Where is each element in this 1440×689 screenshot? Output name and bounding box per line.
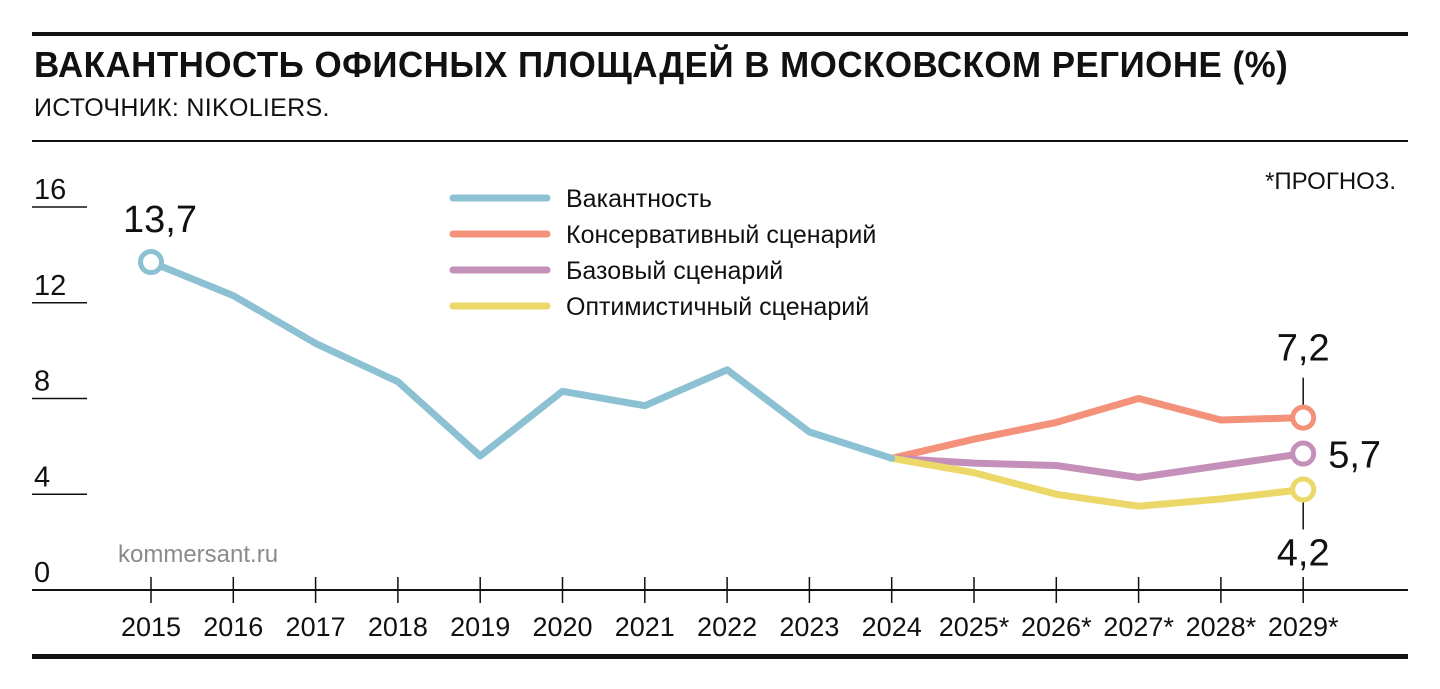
y-tick-label: 16	[34, 174, 66, 206]
data-label: 7,2	[1277, 328, 1330, 370]
top-rule	[32, 32, 1408, 36]
series-line-vacancy	[147, 258, 896, 462]
annotation-marker	[1290, 476, 1317, 503]
header-divider	[32, 140, 1408, 142]
x-tick-label: 2028*	[1186, 612, 1257, 642]
x-axis: 2015 2016 2017 2018 2019 2020 2021 2022 2023 2024…	[32, 577, 1408, 642]
x-tick-label: 2015	[121, 612, 181, 642]
series-line-conservative	[888, 395, 1307, 462]
x-tick-label: 2017	[286, 612, 346, 642]
legend-label-optimistic: Оптимистичный сценарий	[566, 293, 869, 321]
forecast-note: *ПРОГНОЗ.	[1265, 168, 1396, 195]
series-layer	[147, 258, 1307, 510]
x-tick-label: 2022	[697, 612, 757, 642]
data-label: 4,2	[1277, 532, 1330, 574]
x-tick-label: 2029*	[1268, 612, 1339, 642]
chart-title: ВАКАНТНОСТЬ ОФИСНЫХ ПЛОЩАДЕЙ В МОСКОВСКО…	[34, 44, 1289, 85]
annotation-marker	[1290, 440, 1317, 467]
y-tick-label: 4	[34, 461, 50, 493]
x-tick-label: 2025*	[939, 612, 1010, 642]
x-tick-label: 2023	[779, 612, 839, 642]
legend: Вакантность Консервативный сценарий Базовы…	[449, 185, 876, 321]
legend-label-base: Базовый сценарий	[566, 257, 783, 285]
legend-label-vacancy: Вакантность	[566, 185, 712, 213]
series-line-base	[888, 450, 1307, 481]
data-label: 5,7	[1328, 435, 1381, 477]
y-tick-label: 12	[34, 270, 66, 302]
x-tick-label: 2018	[368, 612, 428, 642]
x-tick-label: 2026*	[1021, 612, 1092, 642]
watermark: kommersant.ru	[118, 541, 278, 568]
legend-label-conservative: Консервативный сценарий	[566, 221, 876, 249]
annotation-layer: 13,7 7,2 5,7 4,2	[123, 199, 1381, 574]
x-tick-label: 2024	[862, 612, 922, 642]
data-label: 13,7	[123, 199, 197, 241]
x-tick-label: 2016	[203, 612, 263, 642]
chart-source: ИСТОЧНИК: NIKOLIERS.	[34, 94, 330, 122]
series-line-optimistic	[888, 454, 1307, 510]
x-tick-label: 2019	[450, 612, 510, 642]
x-tick-label: 2020	[532, 612, 592, 642]
annotation-marker	[138, 249, 164, 276]
y-axis: 0 4 8 12 16	[32, 174, 87, 589]
y-tick-label: 0	[34, 557, 50, 589]
x-tick-label: 2021	[615, 612, 675, 642]
bottom-rule	[32, 654, 1408, 659]
y-tick-label: 8	[34, 366, 50, 398]
x-tick-label: 2027*	[1103, 612, 1174, 642]
annotation-marker	[1290, 404, 1317, 431]
